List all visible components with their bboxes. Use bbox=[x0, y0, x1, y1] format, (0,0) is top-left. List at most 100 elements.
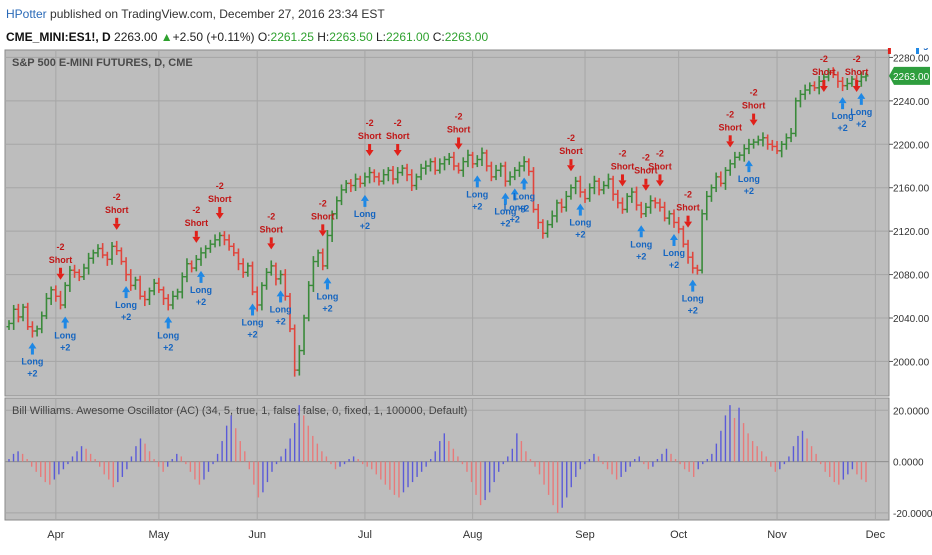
ohlc-bar bbox=[114, 240, 120, 256]
ohlc-bar bbox=[835, 71, 841, 88]
ohlc-bar bbox=[381, 169, 387, 185]
author-link[interactable]: HPotter bbox=[6, 7, 47, 21]
short-arrow-icon bbox=[365, 150, 374, 156]
ohlc-bar bbox=[685, 239, 691, 264]
time-axis-label: Apr bbox=[47, 529, 64, 541]
oscillator-pane[interactable] bbox=[4, 397, 890, 521]
ohlc-bar bbox=[676, 217, 682, 234]
ohlc-bar bbox=[268, 260, 274, 276]
ohlc-bar bbox=[301, 314, 307, 355]
short-signal: Short -2 bbox=[559, 133, 583, 172]
ohlc-bar bbox=[746, 138, 752, 155]
ohlc-bar bbox=[184, 258, 190, 283]
ohlc-bar bbox=[863, 72, 869, 82]
ohlc-bar bbox=[559, 198, 565, 213]
long-arrow-icon bbox=[838, 97, 847, 104]
ohlc-bar bbox=[320, 248, 326, 271]
ohlc-bar bbox=[769, 139, 775, 151]
ohlc-bar bbox=[207, 239, 213, 253]
ohlc-bar bbox=[713, 172, 719, 193]
ohlc-bar bbox=[72, 264, 78, 278]
ohlc-bar bbox=[732, 151, 738, 169]
time-axis-label: Aug bbox=[463, 529, 483, 541]
short-signal: Short -2 bbox=[49, 242, 72, 280]
short-signal-label: Short bbox=[185, 218, 209, 228]
ohlc-bar bbox=[708, 184, 714, 202]
long-arrow-icon bbox=[166, 322, 170, 329]
long-arrow-icon bbox=[688, 279, 697, 286]
long-arrow-icon bbox=[28, 342, 37, 349]
chart-area[interactable]: Short -2 Short -2 Short -2 Short -2 Short -2 Short… bbox=[0, 40, 932, 550]
ohlc-bar bbox=[671, 209, 677, 228]
short-arrow-icon bbox=[56, 273, 65, 280]
ohlc-bar bbox=[507, 171, 513, 186]
ohlc-bar bbox=[245, 262, 251, 277]
ohlc-bar bbox=[86, 252, 92, 275]
short-arrow-icon bbox=[194, 230, 198, 237]
long-signal-label: Long bbox=[738, 174, 760, 184]
long-arrow-icon bbox=[248, 303, 257, 310]
long-arrow-icon bbox=[637, 225, 646, 232]
ohlc-bar bbox=[610, 175, 616, 201]
price-axis-label: 2000.00 bbox=[893, 357, 930, 368]
short-signal: Short -2 bbox=[676, 190, 700, 228]
short-arrow-icon bbox=[620, 174, 624, 181]
ohlc-bar bbox=[343, 180, 349, 194]
price-axis-label: 2080.00 bbox=[893, 271, 930, 282]
ohlc-bar bbox=[53, 285, 59, 302]
long-signal-value: +2 bbox=[275, 316, 285, 326]
ohlc-bar bbox=[48, 286, 54, 305]
short-signal-label: Short bbox=[447, 124, 471, 134]
short-arrow-icon bbox=[618, 180, 627, 187]
long-arrow-icon bbox=[279, 296, 283, 303]
ohlc-bar bbox=[146, 287, 152, 305]
short-signal: Short -2 bbox=[742, 88, 766, 126]
close-label: C: bbox=[432, 30, 445, 44]
ohlc-bar bbox=[643, 202, 649, 218]
ohlc-bar bbox=[573, 176, 579, 195]
price-axis-label: 2120.00 bbox=[893, 227, 930, 238]
open-value: 2261.25 bbox=[270, 30, 314, 44]
ohlc-bar bbox=[385, 167, 391, 182]
short-signal-value: -2 bbox=[656, 148, 664, 158]
ohlc-bar bbox=[142, 290, 148, 307]
symbol-label[interactable]: CME_MINI:ES1!, D bbox=[6, 30, 111, 44]
long-arrow-icon bbox=[30, 348, 34, 355]
short-arrow-icon bbox=[658, 174, 662, 181]
long-signal-label: Long bbox=[54, 330, 76, 340]
long-signal: Long +2 bbox=[270, 290, 292, 326]
ohlc-bar bbox=[465, 149, 471, 168]
long-arrow-icon bbox=[691, 285, 695, 292]
short-arrow-icon bbox=[752, 113, 756, 120]
ohlc-bar bbox=[240, 258, 246, 278]
short-arrow-icon bbox=[852, 86, 861, 92]
ohlc-bar bbox=[619, 197, 625, 214]
ohlc-bar bbox=[226, 234, 232, 251]
short-arrow-icon bbox=[887, 48, 891, 54]
long-signal-label: Long bbox=[21, 357, 43, 367]
long-arrow-icon bbox=[473, 175, 482, 182]
ohlc-bar bbox=[11, 304, 17, 330]
ohlc-bar bbox=[161, 286, 167, 305]
short-signal-label: Short bbox=[311, 211, 335, 221]
long-signal-value: +2 bbox=[163, 342, 173, 352]
ohlc-bar bbox=[235, 248, 241, 271]
short-signal-label: Short bbox=[648, 161, 672, 171]
short-signal-value: -2 bbox=[455, 111, 463, 121]
ohlc-bar bbox=[367, 167, 373, 184]
ohlc-bar bbox=[666, 210, 672, 225]
long-signal: Long +2 bbox=[242, 303, 264, 339]
ohlc-bar bbox=[723, 167, 729, 190]
long-signal-value: +2 bbox=[322, 303, 332, 313]
short-signal-value: -2 bbox=[366, 118, 374, 128]
short-signal-label: Short bbox=[742, 101, 766, 111]
short-signal: Short -2 bbox=[845, 54, 868, 92]
ohlc-bar bbox=[315, 249, 321, 267]
short-signal: Short -2 bbox=[260, 211, 283, 250]
ohlc-bar bbox=[212, 234, 218, 248]
ohlc-bar bbox=[67, 265, 73, 292]
short-arrow-icon bbox=[393, 150, 402, 156]
price-pane[interactable] bbox=[4, 49, 890, 397]
long-arrow-icon bbox=[513, 194, 517, 201]
